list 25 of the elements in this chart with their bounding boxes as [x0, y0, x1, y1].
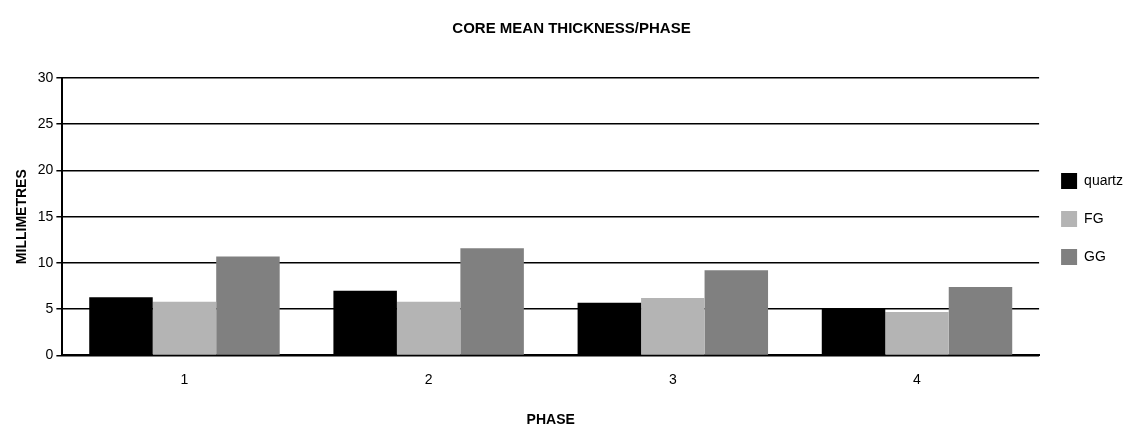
- y-tick-label: 25: [37, 115, 54, 132]
- bar: [216, 256, 280, 355]
- y-tick-label: 30: [37, 68, 54, 85]
- bar: [641, 298, 705, 355]
- bar: [704, 270, 769, 355]
- y-tick-label: 5: [45, 300, 54, 317]
- x-axis-title: PHASE: [526, 411, 575, 428]
- legend-label: quartz: [1084, 171, 1124, 188]
- x-tick-label: 1: [180, 370, 189, 387]
- legend-label: FG: [1084, 209, 1104, 226]
- y-tick-label: 0: [45, 346, 54, 363]
- bar: [396, 301, 461, 355]
- legend-label: GG: [1084, 247, 1106, 264]
- y-tick-label: 15: [37, 207, 54, 224]
- bar: [885, 311, 949, 355]
- bar: [948, 286, 1013, 355]
- y-tick-label: 10: [37, 253, 54, 270]
- x-tick-label: 3: [668, 370, 677, 387]
- y-tick-label: 20: [37, 161, 54, 178]
- x-tick-label: 2: [424, 370, 433, 387]
- chart-title: CORE MEAN THICKNESS/PHASE: [452, 19, 691, 37]
- bar: [460, 248, 524, 355]
- x-tick-label: 4: [913, 370, 922, 387]
- bar: [152, 301, 217, 355]
- y-axis-title: MILLIMETRES: [13, 169, 30, 265]
